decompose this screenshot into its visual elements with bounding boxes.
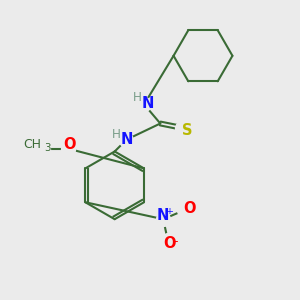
Text: S: S [182, 123, 193, 138]
Text: N: N [142, 96, 154, 111]
Text: -: - [174, 235, 178, 248]
Text: H: H [112, 128, 121, 141]
Text: O: O [163, 236, 175, 251]
Text: N: N [157, 208, 170, 223]
Text: CH: CH [23, 138, 41, 151]
Text: 3: 3 [45, 143, 51, 153]
Text: H: H [133, 92, 142, 104]
Text: O: O [63, 136, 75, 152]
Text: O: O [183, 200, 195, 215]
Text: +: + [166, 207, 174, 216]
Text: N: N [120, 132, 133, 147]
